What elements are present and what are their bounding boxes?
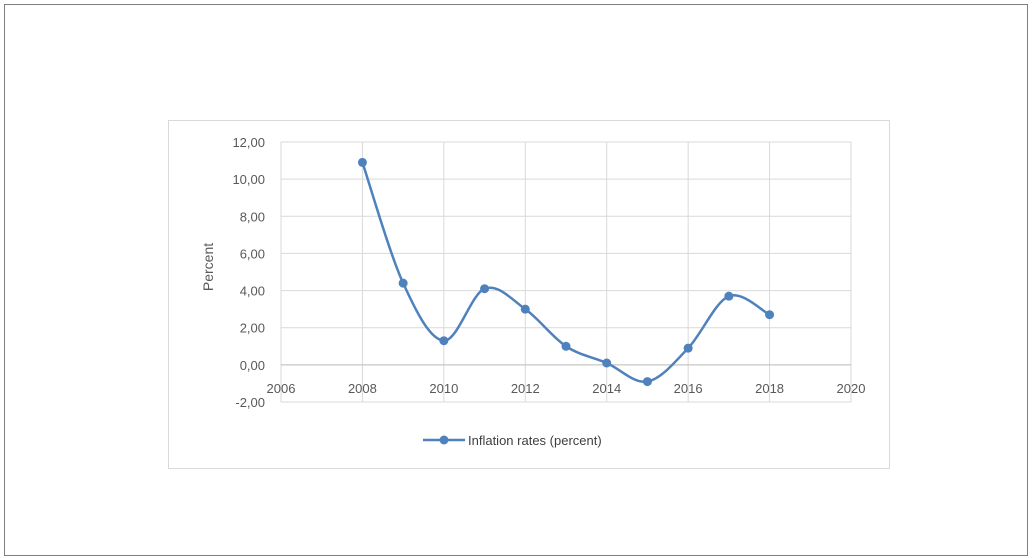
data-point [724,291,734,301]
data-point [398,278,408,288]
x-tick-label: 2020 [837,381,866,396]
data-point [765,310,775,320]
data-point [480,284,490,294]
data-points [357,157,775,387]
x-tick-label: 2014 [592,381,621,396]
document-page: -2,00 0,00 2,00 4,00 6,00 8,00 10,00 12,00 2006 2… [4,4,1028,556]
legend-point-marker [439,435,449,445]
data-point [602,358,612,368]
data-point [683,343,693,353]
x-tick-label: 2018 [755,381,784,396]
x-tick-label: 2006 [267,381,296,396]
data-point [439,336,449,346]
y-tick-label: 0,00 [240,358,265,373]
y-tick-label: 12,00 [232,135,265,150]
tick-labels: -2,00 0,00 2,00 4,00 6,00 8,00 10,00 12,00 2006 2… [232,135,865,410]
x-tick-label: 2012 [511,381,540,396]
y-tick-label: 6,00 [240,246,265,261]
data-point [357,157,367,167]
gridlines [280,141,852,403]
legend-label: Inflation rates (percent) [468,433,602,448]
y-tick-label: 10,00 [232,172,265,187]
y-axis-title: Percent [200,243,216,291]
y-tick-label: 4,00 [240,284,265,299]
data-point [642,377,652,387]
y-tick-label: 8,00 [240,209,265,224]
series-line [361,161,771,383]
x-tick-label: 2016 [674,381,703,396]
series-lines [361,161,771,383]
x-tick-label: 2010 [429,381,458,396]
y-tick-label: -2,00 [235,395,265,410]
line-chart: -2,00 0,00 2,00 4,00 6,00 8,00 10,00 12,00 2006 2… [200,135,865,448]
y-tick-label: 2,00 [240,321,265,336]
legend: Inflation rates (percent) [423,433,602,448]
data-point [520,304,530,314]
chart-area: -2,00 0,00 2,00 4,00 6,00 8,00 10,00 12,00 2006 2… [168,120,890,469]
data-point [561,341,571,351]
x-tick-label: 2008 [348,381,377,396]
